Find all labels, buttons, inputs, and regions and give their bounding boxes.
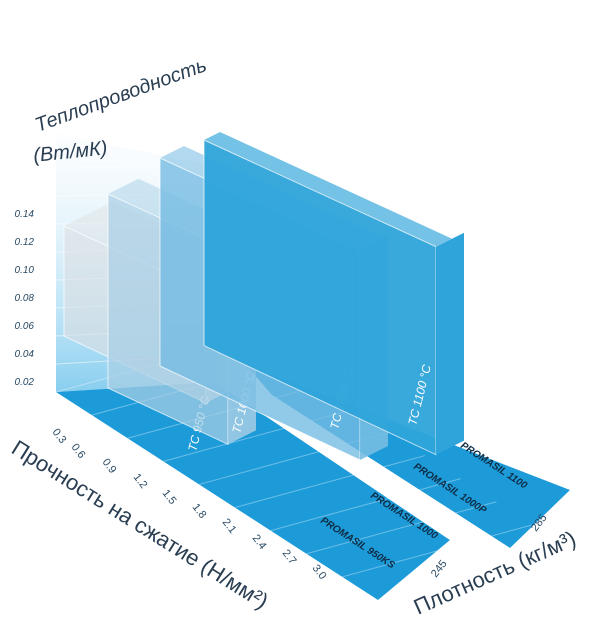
- floor-grid-line: [270, 478, 461, 532]
- x-tick-label: 2.1: [220, 516, 239, 535]
- y-axis-title-part: Теплопроводность: [32, 54, 209, 137]
- z-tick-label: 245: [429, 558, 450, 580]
- y-tick-label: 0.04: [15, 349, 35, 360]
- x-tick-label: 1.8: [190, 501, 209, 520]
- panel-side-face: [436, 232, 464, 455]
- floor-grid-line: [234, 455, 426, 509]
- panels: TC 950 °CTC 1000 °CTC 1000 °CTC 1100 °C: [63, 132, 464, 461]
- y-tick-labels: 0.02 0.04 0.06 0.08 0.10 0.12 0.14: [15, 209, 35, 388]
- x-tick-label: 1.5: [160, 487, 179, 506]
- x-tick-label: 2.7: [280, 547, 299, 566]
- floor-grid-line: [306, 501, 497, 555]
- x-tick-label: 2.4: [250, 532, 269, 551]
- y-tick-label: 0.06: [15, 321, 35, 332]
- panel-top-face: [204, 132, 452, 247]
- floor-grid-line: [342, 524, 533, 578]
- x-tick-label: 1.2: [131, 471, 150, 490]
- floor-grid-line: [377, 547, 569, 601]
- floor-plane-245: [56, 382, 450, 600]
- x-tick-label: 0.9: [100, 456, 119, 475]
- y-tick-label: 0.14: [15, 209, 35, 220]
- y-tick-label: 0.02: [15, 377, 35, 388]
- y-tick-label: 0.10: [15, 265, 35, 276]
- y-tick-label: 0.08: [15, 293, 35, 304]
- y-tick-label: 0.12: [15, 237, 35, 248]
- panel-3: TC 1100 °C: [203, 132, 464, 456]
- x-tick-label: 0.6: [69, 441, 88, 460]
- x-tick-label: 0.3: [50, 426, 69, 445]
